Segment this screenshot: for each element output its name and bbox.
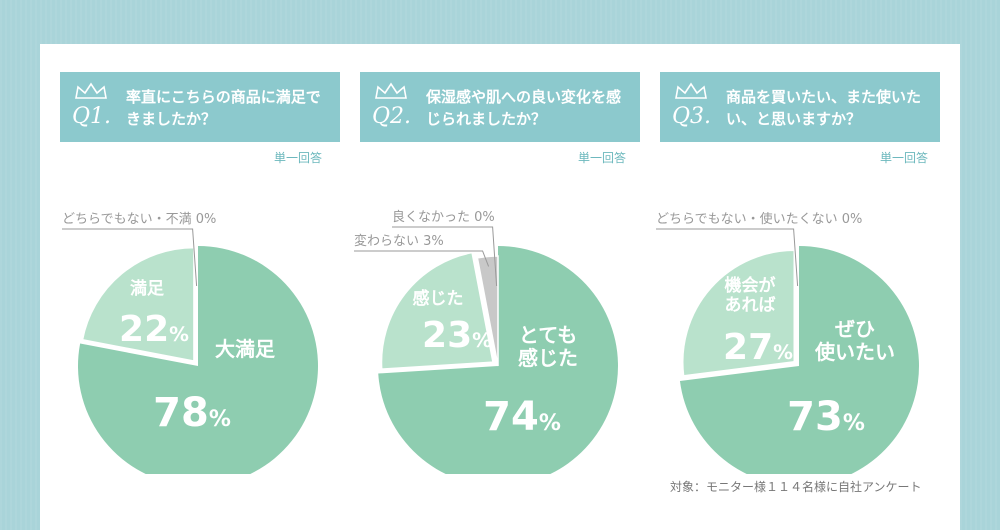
crown-icon — [675, 82, 707, 99]
label-major: 使いたい — [814, 340, 895, 364]
pie-slice-secondary — [81, 246, 196, 363]
leader-line-zero — [62, 228, 198, 287]
question-3-number: Q3. — [672, 104, 712, 129]
single-answer-label-2: 単一回答 — [578, 151, 627, 165]
pie-slice-major — [679, 246, 919, 474]
survey-note: 対象：モニター様１１４名様に自社アンケート — [670, 480, 922, 494]
value-secondary: 23% — [422, 315, 492, 356]
label-secondary: 満足 — [130, 278, 164, 299]
label-zero: どちらでもない・不満 0% — [62, 212, 216, 227]
survey-panel: Q1. 率直にこちらの商品に満足できましたか？ 単一回答 Q2. 保湿感や肌への… — [40, 44, 960, 530]
pie-slice-secondary — [380, 251, 495, 371]
label-major: ぜひ — [835, 317, 875, 341]
leader-line-minor — [354, 250, 490, 267]
pie-slice-secondary — [681, 249, 796, 378]
label-minor: 変わらない 3% — [354, 233, 444, 249]
question-1-number: Q1. — [72, 104, 112, 129]
label-major: 感じた — [518, 346, 578, 370]
single-answer-label-3: 単一回答 — [880, 151, 929, 165]
crown-icon — [75, 82, 107, 99]
label-zero: どちらでもない・使いたくない 0% — [656, 211, 862, 227]
question-1-header: Q1. 率直にこちらの商品に満足できましたか？ — [60, 72, 340, 142]
leader-line-zero — [392, 226, 498, 287]
question-3-text: 商品を買いたい、また使いたい、と思いますか？ — [726, 88, 922, 128]
question-3-header: Q3. 商品を買いたい、また使いたい、と思いますか？ — [660, 72, 940, 142]
label-secondary: 感じた — [413, 288, 464, 309]
label-zero: 良くなかった 0% — [392, 209, 495, 225]
leader-line-zero — [656, 228, 799, 287]
label-major: とても — [519, 323, 577, 347]
crown-icon — [375, 82, 407, 99]
label-secondary: 機会が — [725, 275, 776, 296]
question-1-text: 率直にこちらの商品に満足できましたか？ — [126, 88, 321, 128]
question-2-header: Q2. 保湿感や肌への良い変化を感じられましたか？ — [360, 72, 640, 142]
question-2-number: Q2. — [372, 104, 412, 129]
pie-slice-major — [78, 246, 318, 474]
pie-slice-minor — [476, 255, 499, 367]
single-answer-label-1: 単一回答 — [274, 151, 323, 165]
question-2-text: 保湿感や肌への良い変化を感じられましたか？ — [426, 88, 622, 128]
label-secondary: あれば — [725, 296, 776, 316]
label-major: 大満足 — [215, 337, 276, 361]
